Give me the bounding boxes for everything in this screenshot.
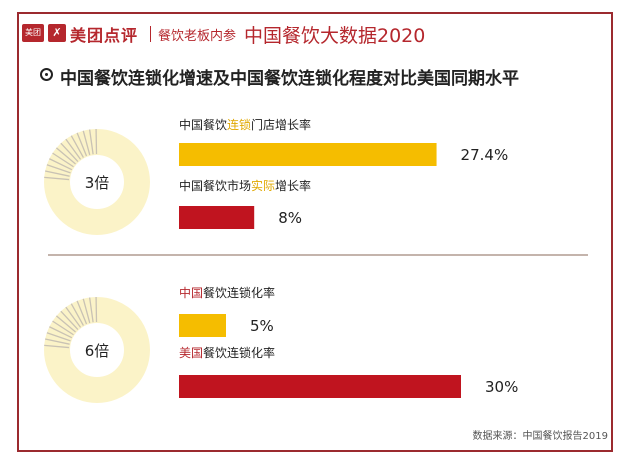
bar-value-label: 8% [278,209,302,227]
ratio-label: 3倍 [85,174,110,192]
ratio-spoke [46,164,71,174]
ratio-spoke [46,332,71,342]
ratio-spokes [44,296,98,349]
ratio-spoke [70,303,84,326]
bar [179,314,226,337]
ratio-spoke [44,176,70,181]
bar-label: 中国餐饮连锁化率 [179,285,275,300]
ratio-spoke [65,138,82,160]
ratio-spoke [49,326,73,339]
ratio-spoke [60,310,79,330]
bar-label-part: 增长率 [275,178,311,193]
ratio-spoke [88,129,94,155]
ratio-spoke [70,135,84,158]
bar-label: 中国餐饮市场实际增长率 [179,178,311,193]
meituan-logo: 美团 [22,24,44,42]
ratio-spoke [55,147,76,165]
ratio-spoke [82,130,91,156]
ratio-spoke [55,315,76,333]
bar-label-part: 中国餐饮市场 [179,178,251,193]
bar-label-part: 美国 [179,346,203,360]
chart-subtitle: 中国餐饮连锁化增速及中国餐饮连锁化程度对比美国同期水平 [60,69,519,89]
header: 美团 ✗ 美团点评 餐饮老板内参 中国餐饮大数据2020 [22,20,442,47]
bar [179,206,255,229]
ratio-spoke [45,170,70,177]
bar-label: 中国餐饮连锁门店增长率 [179,117,311,132]
bar-value-label: 30% [485,378,518,396]
ratio-label: 6倍 [85,342,110,360]
bar-label-part: 连锁 [227,117,251,132]
dianping-logo-icon: ✗ [48,24,66,42]
ratio-spoke [49,158,73,171]
bar-label-part: 中国 [179,285,203,300]
header-divider [150,26,151,42]
bar-label-part: 门店增长率 [251,117,311,132]
report-title: 中国餐饮大数据2020 [244,25,426,47]
ratio-spoke [76,300,88,325]
ratio-spoke [45,338,70,345]
bar-label-part: 餐饮连锁化率 [203,285,275,300]
bar-value-label: 27.4% [461,146,509,164]
brand-name: 美团点评 [70,26,139,45]
bar [179,375,461,398]
ratio-spoke [88,297,94,323]
chart-frame [17,12,613,452]
bar-label-part: 中国餐饮 [179,117,227,132]
bar-label-part: 实际 [251,178,275,193]
ratio-spoke [60,142,79,162]
bar-value-label: 5% [250,317,274,335]
partner-name: 餐饮老板内参 [158,29,237,44]
ratio-donut [44,297,150,403]
ratio-spokes [44,128,98,181]
ratio-spoke [82,298,91,324]
bar-label-part: 餐饮连锁化率 [203,345,275,360]
ratio-spoke [52,320,74,336]
ratio-donut [44,129,150,235]
bullet-icon [40,68,53,81]
bar [179,143,437,166]
ratio-spoke [65,306,82,328]
bar-label: 美国餐饮连锁化率 [179,345,275,360]
ratio-spoke [44,344,70,349]
ratio-spoke [76,132,88,157]
ratio-spoke [52,152,74,168]
data-source: 数据来源：中国餐饮报告2019 [472,431,608,442]
